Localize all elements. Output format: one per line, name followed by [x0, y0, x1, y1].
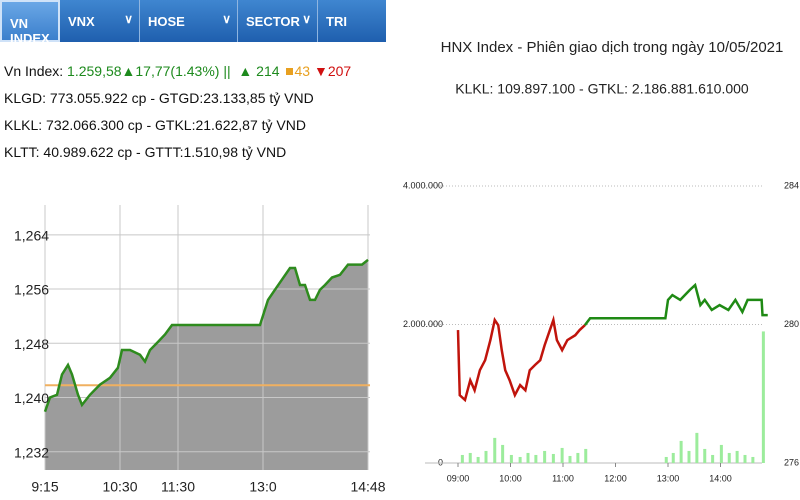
tab-label: VNX [68, 14, 95, 29]
volume-bar [727, 452, 731, 463]
volume-bar [679, 440, 683, 463]
area-fill [45, 259, 368, 470]
volume-bar [735, 450, 739, 463]
volume-bar [560, 447, 564, 463]
y2-tick-label: 280 [784, 319, 799, 329]
advancers: ▲ 214 [238, 63, 280, 79]
tab[interactable]: HOSE ∨ [140, 0, 238, 42]
volume-bar [711, 454, 715, 463]
tab-label: VN INDEX [10, 16, 50, 46]
volume-bar [671, 452, 675, 463]
volume-bar [518, 456, 522, 463]
x-tick-label: 13:0 [249, 479, 276, 495]
x-tick-label: 9:15 [31, 479, 58, 495]
volume-bar [501, 444, 505, 463]
x-tick-label: 10:00 [499, 473, 522, 483]
x-tick-label: 13:00 [657, 473, 680, 483]
info-line: KLKL: 732.066.300 cp - GTKL:21.622,87 tỷ… [4, 117, 306, 133]
volume-bar [476, 456, 480, 463]
x-tick-label: 11:00 [552, 473, 574, 483]
volume-bar [493, 437, 497, 463]
volume-bar [703, 448, 707, 463]
tab-bar: VN INDEX VNX ∨ HOSE ∨ SECTOR ∨ TRI [0, 0, 386, 46]
y2-tick-label: 276 [784, 457, 799, 467]
index-line [43, 258, 369, 413]
tab[interactable]: VN INDEX [0, 0, 60, 46]
x-tick-label: 11:30 [161, 479, 195, 495]
x-tick-label: 09:00 [447, 473, 470, 483]
chart-subtitle: KLKL: 109.897.100 - GTKL: 2.186.881.610.… [455, 81, 749, 97]
unchanged: 43 [294, 63, 311, 79]
decliners: ▼207 [313, 63, 352, 79]
index-line [583, 282, 768, 326]
info-line: Vn Index: 1.259,58▲17,77(1.43%) || ▲ 214… [4, 58, 351, 85]
volume-bar [664, 456, 668, 463]
volume-bar [743, 454, 747, 463]
index-line [456, 315, 586, 403]
x-tick-label: 14:48 [350, 479, 385, 495]
volume-bar [576, 452, 580, 463]
chart-title: HNX Index - Phiên giao dịch trong ngày 1… [441, 39, 784, 56]
volume-bar [460, 454, 464, 463]
info-line: KLGD: 773.055.922 cp - GTGD:23.133,85 tỷ… [4, 90, 314, 106]
tab[interactable]: SECTOR ∨ [238, 0, 318, 42]
y-tick-label: 1,240 [14, 390, 49, 406]
volume-bar [509, 454, 513, 463]
tab-label: SECTOR [246, 14, 300, 29]
tab-label: TRI [326, 14, 347, 29]
volume-bar [534, 454, 538, 463]
y-tick-label: 2.000.000 [403, 319, 443, 329]
volume-bar [543, 450, 547, 463]
volume-bar [695, 432, 699, 463]
y2-tick-label: 284 [784, 180, 799, 190]
volume-bar [526, 452, 530, 463]
y-tick-label: 1,232 [14, 444, 49, 460]
x-tick-label: 12:00 [604, 473, 627, 483]
volume-bar [761, 331, 765, 463]
volume-bar [568, 455, 572, 463]
y-tick-label: 0 [438, 457, 443, 467]
volume-bar [584, 448, 588, 463]
index-info: Vn Index: 1.259,58▲17,77(1.43%) || ▲ 214… [4, 58, 351, 166]
x-tick-label: 10:30 [102, 479, 137, 495]
x-tick-label: 14:00 [709, 473, 732, 483]
y-tick-label: 4.000.000 [403, 180, 443, 190]
info-line: KLTT: 40.989.622 cp - GTTT:1.510,98 tỷ V… [4, 144, 287, 160]
volume-bar [484, 450, 488, 463]
volume-bar [751, 456, 755, 463]
index-value: 1.259,58▲17,77(1.43%) || [67, 63, 231, 79]
y-tick-label: 1,248 [14, 336, 49, 352]
volume-bar [687, 450, 691, 463]
tab-label: HOSE [148, 14, 185, 29]
tab[interactable]: VNX ∨ [60, 0, 140, 42]
tab[interactable]: TRI [318, 0, 386, 42]
volume-bar [468, 452, 472, 463]
volume-bar [551, 453, 555, 463]
volume-bar [719, 444, 723, 463]
y-tick-label: 1,264 [14, 228, 49, 244]
info-label: Vn Index: [4, 63, 64, 79]
y-tick-label: 1,256 [14, 282, 49, 298]
